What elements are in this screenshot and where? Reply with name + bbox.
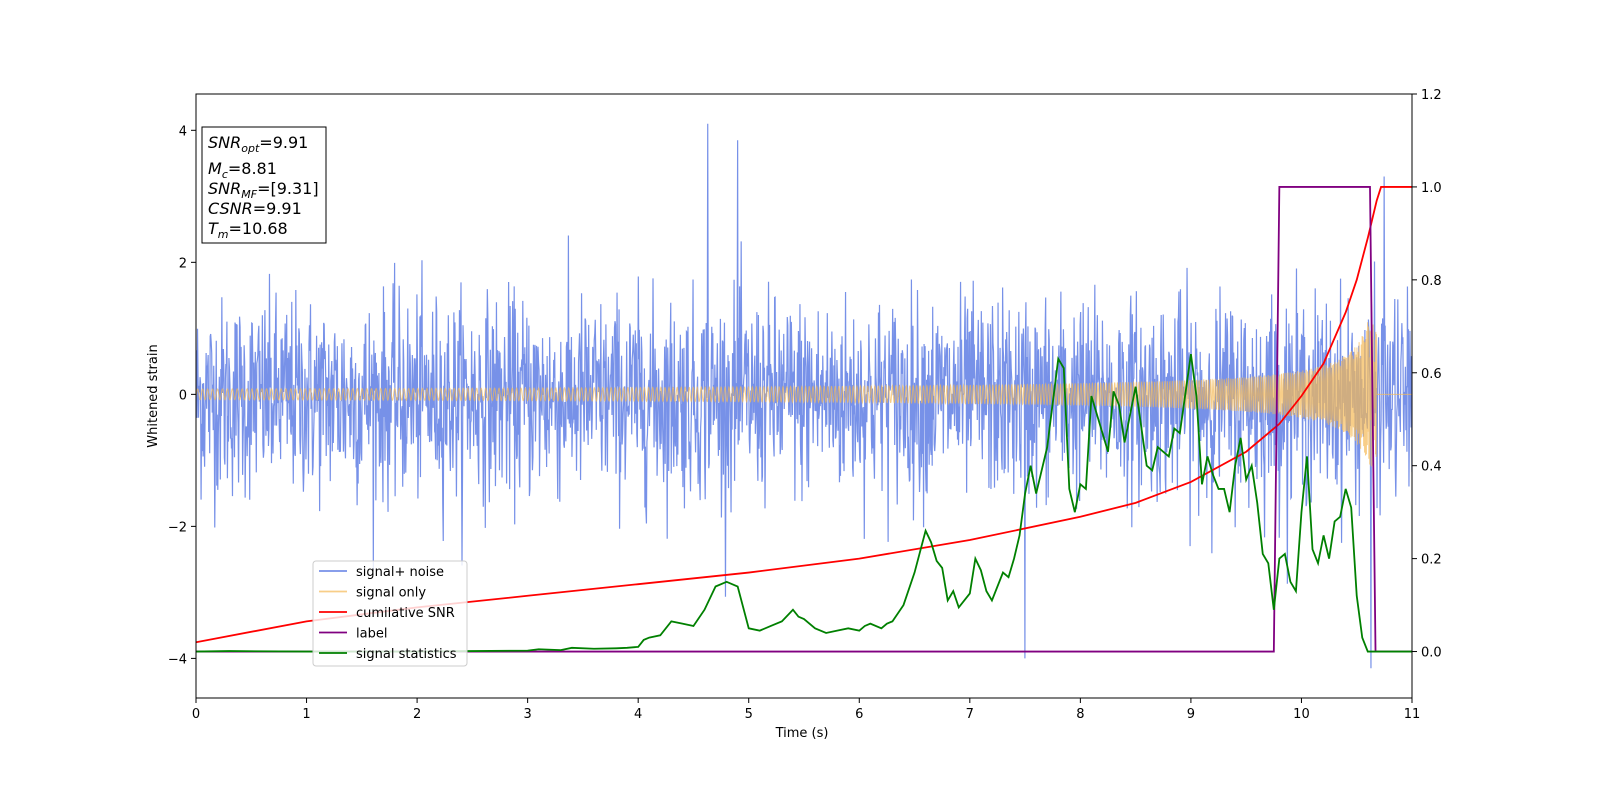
y-left-tick-label: 4 (179, 124, 187, 139)
info-mc: Mc=8.81 (208, 159, 277, 181)
series-line-cumilative-snr (196, 186, 1412, 644)
series-line-signal-statistics (196, 354, 1412, 653)
series-line-signal-noise (196, 123, 1412, 669)
x-tick-label: 9 (1187, 707, 1195, 722)
y-left-tick-label: 0 (179, 388, 187, 403)
y-right-tick-label: 0.0 (1421, 646, 1442, 661)
info-box: SNRopt=9.91 Mc=8.81 SNRMF=[9.31] CSNR=9.… (201, 126, 327, 244)
info-snr-mf: SNRMF=[9.31] (208, 179, 319, 201)
legend: signal+ noise signal only cumilative SNR la… (312, 560, 468, 667)
x-tick-label: 0 (192, 707, 200, 722)
legend-label: cumilative SNR (356, 606, 455, 621)
y-axis-left: 4 2 0 −2 −4 (168, 124, 196, 667)
x-axis: 0 1 2 3 4 5 6 7 8 9 10 11 (192, 698, 1420, 722)
legend-label: signal statistics (356, 647, 457, 662)
info-csnr: CSNR=9.91 (208, 199, 302, 218)
legend-frame (312, 560, 468, 667)
x-tick-label: 1 (302, 707, 310, 722)
plot-frame (195, 93, 1413, 699)
x-axis-label: Time (s) (775, 726, 829, 741)
y-right-tick-label: 0.2 (1421, 553, 1442, 568)
y-left-tick-label: −4 (168, 652, 187, 667)
x-tick-label: 5 (745, 707, 753, 722)
y-right-tick-label: 1.2 (1421, 88, 1442, 103)
info-box-frame (201, 126, 327, 244)
legend-label: signal+ noise (356, 565, 444, 580)
x-tick-label: 8 (1076, 707, 1084, 722)
y-right-tick-label: 0.6 (1421, 367, 1442, 382)
x-tick-label: 11 (1404, 707, 1421, 722)
info-tm: Tm=10.68 (208, 219, 288, 241)
legend-label: signal only (356, 586, 426, 601)
y-right-tick-label: 0.8 (1421, 274, 1442, 289)
x-tick-label: 6 (855, 707, 863, 722)
y-right-tick-label: 0.4 (1421, 460, 1442, 475)
series-line-signal-only (196, 322, 1412, 467)
y-axis-right: 1.2 1.0 0.8 0.6 0.4 0.2 0.0 (1412, 88, 1442, 661)
y-axis-label: Whitened strain (146, 344, 161, 447)
x-tick-label: 3 (523, 707, 531, 722)
y-left-tick-label: −2 (168, 520, 187, 535)
x-tick-label: 4 (634, 707, 642, 722)
x-tick-label: 2 (413, 707, 421, 722)
y-right-tick-label: 1.0 (1421, 181, 1442, 196)
x-tick-label: 10 (1293, 707, 1310, 722)
info-snr-opt: SNRopt=9.91 (208, 133, 308, 155)
legend-label: label (356, 627, 387, 642)
y-left-tick-label: 2 (179, 256, 187, 271)
x-tick-label: 7 (966, 707, 974, 722)
plot-area (196, 123, 1412, 669)
